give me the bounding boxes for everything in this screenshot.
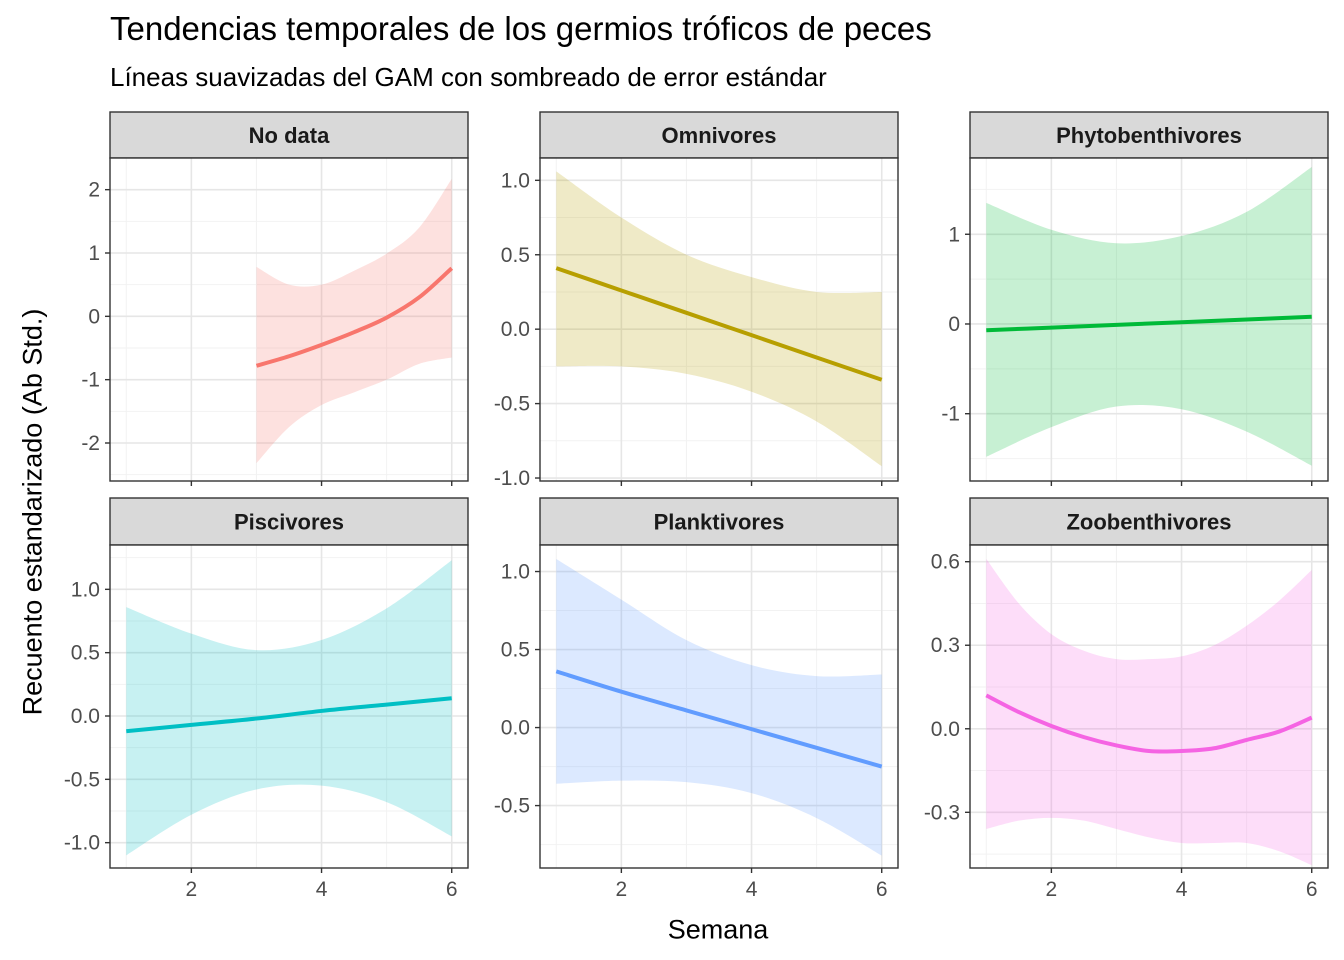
x-tick-label: 6 bbox=[1306, 878, 1318, 901]
x-tick-label: 6 bbox=[876, 878, 888, 901]
y-tick-label: -0.5 bbox=[494, 795, 530, 818]
smooth-line bbox=[985, 693, 1313, 754]
y-tick-label: 0.0 bbox=[501, 717, 530, 740]
x-tick-label: 4 bbox=[746, 878, 758, 901]
panel-background bbox=[110, 545, 468, 868]
facet-strip bbox=[539, 111, 899, 159]
facet-strip-label: Planktivores bbox=[654, 510, 785, 535]
x-tick-label: 4 bbox=[316, 878, 328, 901]
panel-border bbox=[539, 157, 899, 482]
facet-strip-label: Omnivores bbox=[662, 123, 777, 148]
y-tick-label: 1.0 bbox=[501, 561, 530, 584]
y-tick-label: 0.5 bbox=[501, 639, 530, 662]
confidence-ribbon bbox=[256, 178, 452, 464]
facet-strip bbox=[539, 497, 899, 546]
chart-title: Tendencias temporales de los germios tró… bbox=[110, 10, 932, 47]
y-tick-label: -0.5 bbox=[494, 393, 530, 416]
facet-panel: Planktivores -0.5 0.0 0.5 1.0 2 4 6 bbox=[494, 497, 899, 901]
y-tick-label: 0.0 bbox=[501, 318, 530, 341]
y-tick-label: -2 bbox=[81, 432, 100, 455]
facet-strip bbox=[969, 111, 1329, 159]
facet-strip-label: Zoobenthivores bbox=[1066, 510, 1231, 535]
y-tick-label: -1.0 bbox=[494, 467, 530, 490]
y-tick-label: 0.5 bbox=[71, 642, 100, 665]
panel-background bbox=[540, 545, 898, 868]
smooth-line bbox=[126, 696, 452, 734]
panel-border bbox=[109, 544, 469, 869]
y-tick-label: -0.3 bbox=[924, 801, 960, 824]
smooth-line bbox=[555, 669, 883, 769]
facet-panel: Omnivores -1.0 -0.5 0.0 0.5 1.0 bbox=[494, 111, 899, 490]
y-tick-label: 0 bbox=[948, 313, 960, 336]
y-tick-label: 1.0 bbox=[501, 169, 530, 192]
facet-strip-label: Phytobenthivores bbox=[1056, 123, 1242, 148]
facet-strip-label: No data bbox=[249, 123, 330, 148]
confidence-ribbon bbox=[556, 559, 882, 856]
facet-strip bbox=[109, 111, 469, 159]
y-tick-label: 0.5 bbox=[501, 244, 530, 267]
y-tick-label: -1 bbox=[81, 369, 100, 392]
facet-strip-label: Piscivores bbox=[234, 510, 344, 535]
facet-strip bbox=[969, 497, 1329, 546]
y-tick-label: 2 bbox=[88, 179, 100, 202]
y-tick-label: 1 bbox=[88, 242, 100, 265]
x-tick-label: 6 bbox=[446, 878, 458, 901]
y-tick-label: 1 bbox=[948, 223, 960, 246]
panel-background bbox=[110, 158, 468, 481]
y-tick-label: -1.0 bbox=[64, 832, 100, 855]
y-tick-label: 0.0 bbox=[931, 718, 960, 741]
smooth-line bbox=[255, 266, 454, 368]
x-tick-label: 4 bbox=[1176, 878, 1188, 901]
smooth-line bbox=[986, 314, 1312, 333]
y-tick-label: 1.0 bbox=[71, 578, 100, 601]
panel-border bbox=[969, 157, 1329, 482]
y-tick-label: -1 bbox=[941, 403, 960, 426]
panel-border bbox=[539, 544, 899, 869]
x-tick-label: 2 bbox=[616, 878, 628, 901]
smooth-line bbox=[555, 266, 883, 382]
facet-panel: Zoobenthivores -0.3 0.0 0.3 0.6 2 4 6 bbox=[924, 497, 1329, 901]
y-tick-label: 0.3 bbox=[931, 634, 960, 657]
panel-background bbox=[970, 545, 1328, 868]
x-tick-label: 2 bbox=[1046, 878, 1058, 901]
y-tick-label: 0.0 bbox=[71, 705, 100, 728]
confidence-ribbon bbox=[986, 558, 1312, 866]
panel-background bbox=[540, 158, 898, 481]
confidence-ribbon bbox=[986, 166, 1312, 466]
y-tick-label: 0 bbox=[88, 305, 100, 328]
panel-border bbox=[109, 157, 469, 482]
y-tick-label: 0.6 bbox=[931, 551, 960, 574]
facet-panel: No data -2 -1 0 1 2 bbox=[81, 111, 469, 486]
confidence-ribbon bbox=[126, 560, 452, 856]
panel-border bbox=[969, 544, 1329, 869]
facet-panel: Phytobenthivores -1 0 1 bbox=[941, 111, 1329, 486]
facet-panel: Piscivores -1.0 -0.5 0.0 0.5 1.0 2 4 6 bbox=[64, 497, 469, 901]
chart-subtitle: Líneas suavizadas del GAM con sombreado … bbox=[110, 62, 827, 92]
confidence-ribbon bbox=[556, 171, 882, 467]
y-tick-label: -0.5 bbox=[64, 768, 100, 791]
x-tick-label: 2 bbox=[186, 878, 198, 901]
x-axis-label: Semana bbox=[667, 914, 769, 945]
